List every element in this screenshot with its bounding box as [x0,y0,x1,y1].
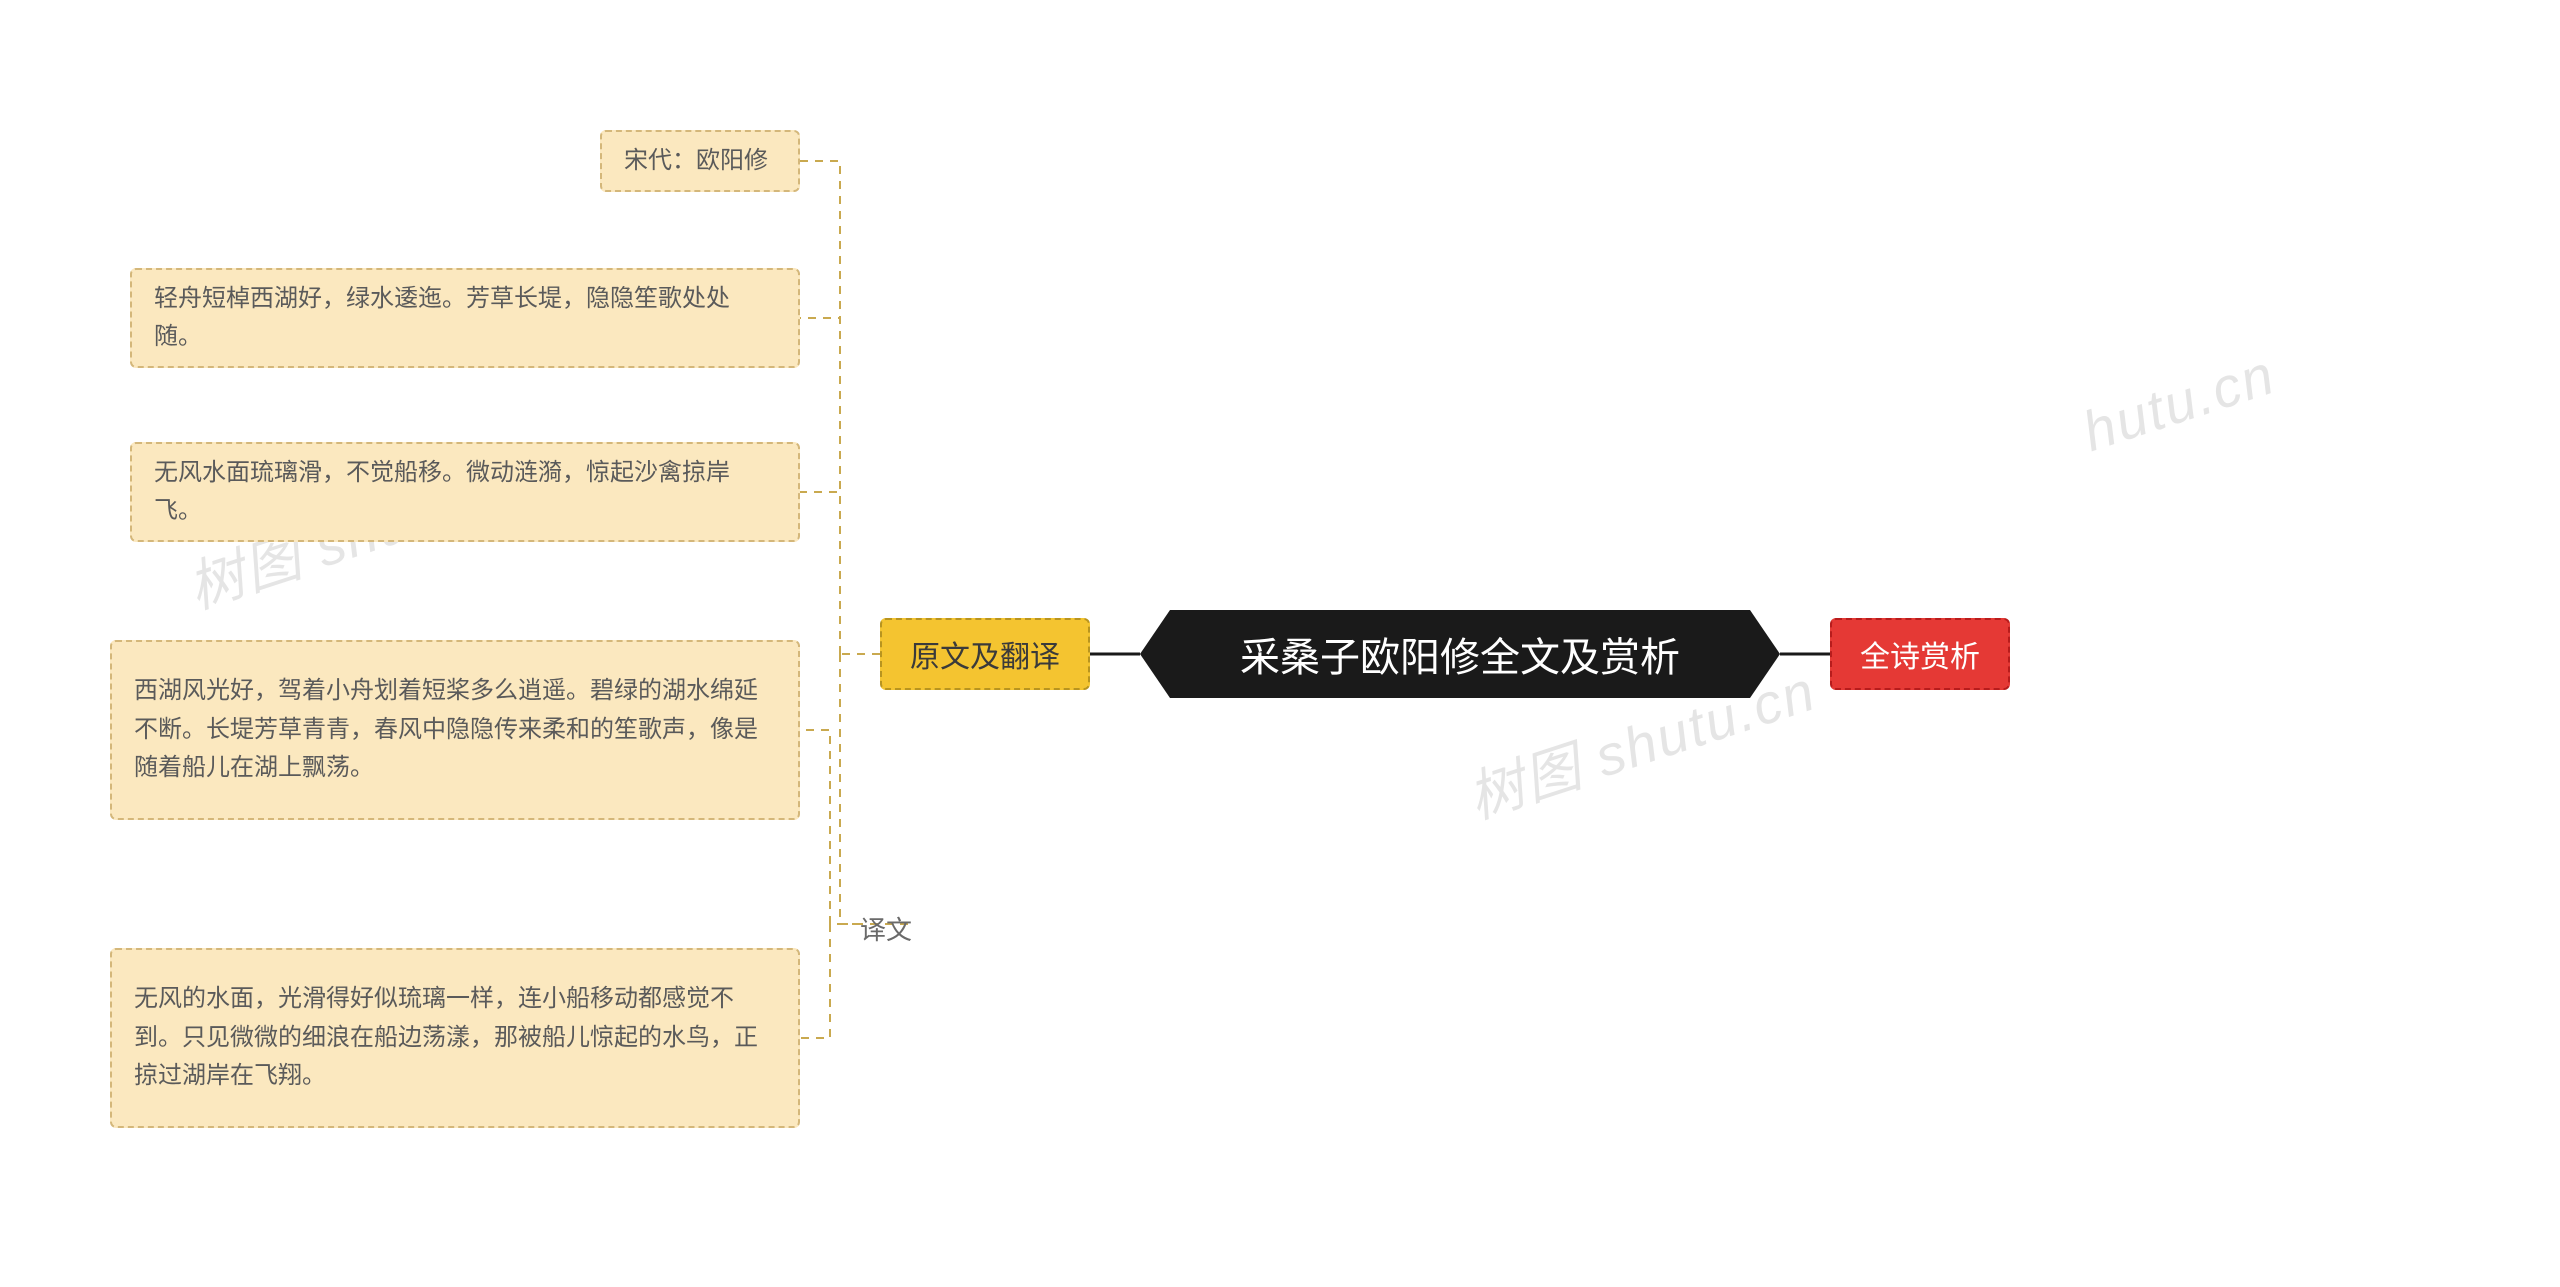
branch-label: 原文及翻译 [910,632,1060,676]
leaf-translation-2: 无风的水面，光滑得好似琉璃一样，连小船移动都感觉不到。只见微微的细浪在船边荡漾，… [110,948,800,1128]
leaf-poem-line1: 轻舟短棹西湖好，绿水逶迤。芳草长堤，隐隐笙歌处处随。 [130,268,800,368]
leaf-text: 西湖风光好，驾着小舟划着短桨多么逍遥。碧绿的湖水绵延不断。长堤芳草青青，春风中隐… [134,672,776,787]
leaf-translation-1: 西湖风光好，驾着小舟划着短桨多么逍遥。碧绿的湖水绵延不断。长堤芳草青青，春风中隐… [110,640,800,820]
watermark: hutu.cn [2075,341,2283,464]
mindmap-root: 采桑子欧阳修全文及赏析 [1140,610,1780,698]
branch-original-translation: 原文及翻译 [880,618,1090,690]
sublabel-text: 译文 [860,910,912,947]
leaf-text: 无风水面琉璃滑，不觉船移。微动涟漪，惊起沙禽掠岸飞。 [154,454,776,531]
leaf-text: 宋代：欧阳修 [624,142,768,180]
root-label: 采桑子欧阳修全文及赏析 [1240,625,1680,683]
branch-appreciation: 全诗赏析 [1830,618,2010,690]
leaf-poem-line2: 无风水面琉璃滑，不觉船移。微动涟漪，惊起沙禽掠岸飞。 [130,442,800,542]
leaf-author: 宋代：欧阳修 [600,130,800,192]
branch-label: 全诗赏析 [1860,632,1980,676]
leaf-text: 无风的水面，光滑得好似琉璃一样，连小船移动都感觉不到。只见微微的细浪在船边荡漾，… [134,980,776,1095]
leaf-text: 轻舟短棹西湖好，绿水逶迤。芳草长堤，隐隐笙歌处处随。 [154,280,776,357]
sublabel-translation: 译文 [860,910,912,947]
